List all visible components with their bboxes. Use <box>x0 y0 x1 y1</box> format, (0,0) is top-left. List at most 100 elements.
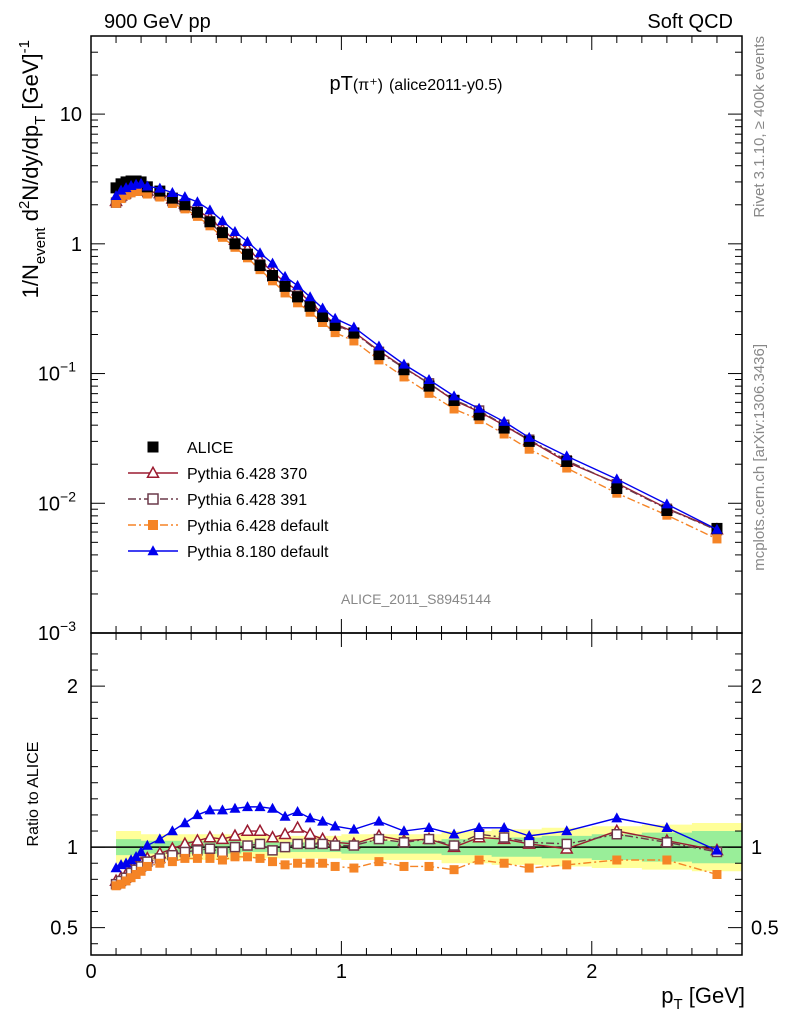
data-point <box>111 198 121 208</box>
ratio-point <box>398 825 410 836</box>
x-tick-label: 1 <box>336 961 347 983</box>
ratio-point <box>268 857 278 867</box>
ratio-tick-label-left: 1 <box>67 837 78 859</box>
ratio-point <box>217 846 228 858</box>
ratio-point <box>230 852 240 862</box>
ratio-point <box>180 853 190 863</box>
ratio-point <box>473 822 485 833</box>
ratio-point <box>290 820 305 833</box>
ratio-y-axis-label: Ratio to ALICE <box>25 742 42 847</box>
data-point <box>131 186 141 196</box>
ratio-point <box>192 845 203 856</box>
ratio-tick-label-left: 2 <box>67 676 78 698</box>
ratio-point <box>523 830 535 841</box>
ratio-tick-label-left: 0.5 <box>50 918 78 940</box>
ratio-point <box>373 815 385 826</box>
data-point <box>115 184 127 195</box>
data-point <box>216 215 228 226</box>
ratio-tick-label-right: 1 <box>751 837 762 859</box>
y-tick-label: 10 <box>60 104 82 126</box>
ratio-point <box>141 839 153 850</box>
plot-title-tag: (alice2011-y0.5) <box>389 77 503 94</box>
ratio-point <box>111 881 121 891</box>
data-point <box>216 227 228 239</box>
series-line-main <box>115 190 718 540</box>
ratio-point <box>110 862 122 873</box>
legend-item: ALICE <box>147 440 233 457</box>
ratio-point <box>329 820 341 831</box>
data-point <box>141 180 153 191</box>
ratio-point <box>329 840 341 851</box>
data-point <box>448 390 460 401</box>
ratio-point <box>423 833 435 845</box>
ratio-point <box>304 838 316 850</box>
data-point <box>204 216 216 228</box>
data-point <box>524 444 534 454</box>
y-axis-label: 1/Nevent d2N/dy/dpT [GeV]-1 <box>16 40 49 298</box>
ratio-tick-label-right: 2 <box>751 676 762 698</box>
analysis-id: ALICE_2011_S8945144 <box>341 591 491 607</box>
ratio-point <box>254 838 266 850</box>
data-point <box>449 404 459 414</box>
data-point <box>154 182 166 193</box>
ratio-panel-frame <box>90 632 743 956</box>
ratio-point <box>303 826 317 840</box>
data-point <box>348 321 360 332</box>
data-point <box>121 190 131 200</box>
ratio-point <box>373 833 385 845</box>
data-point <box>279 270 291 281</box>
ratio-point <box>524 863 534 873</box>
ratio-point <box>216 804 228 815</box>
ratio-point <box>120 857 132 868</box>
ratio-point <box>293 858 303 868</box>
ratio-point <box>267 802 279 813</box>
data-point <box>348 327 360 339</box>
ratio-point <box>424 861 434 871</box>
data-point <box>318 317 328 327</box>
ratio-tick-label-right: 0.5 <box>751 918 779 940</box>
data-point <box>305 307 315 317</box>
ratio-point <box>330 861 340 871</box>
ratio-point <box>399 861 409 871</box>
data-point <box>349 336 359 346</box>
ratio-point <box>348 840 360 851</box>
ratio-point <box>253 823 267 837</box>
ratio-point <box>203 830 217 843</box>
ratio-point <box>116 879 126 889</box>
ratio-point <box>278 826 292 840</box>
data-point <box>179 191 191 202</box>
data-point <box>166 187 178 198</box>
ratio-point <box>121 876 131 886</box>
ratio-point <box>305 858 315 868</box>
ratio-point <box>561 838 572 850</box>
ratio-point <box>317 815 329 826</box>
ratio-point <box>279 841 291 853</box>
ratio-point <box>241 801 253 812</box>
legend-item: Pythia 6.428 default <box>128 518 329 535</box>
ratio-point <box>205 853 215 863</box>
plot-title-particle: (π⁺) <box>353 77 383 94</box>
data-point <box>142 189 152 199</box>
ratio-point <box>265 830 280 843</box>
data-point <box>661 504 673 516</box>
ratio-point <box>304 812 316 823</box>
data-point <box>191 196 203 207</box>
data-point <box>711 523 723 534</box>
ratio-point <box>374 857 384 867</box>
legend-label: Pythia 6.428 default <box>187 518 329 535</box>
legend-label: ALICE <box>187 440 233 457</box>
data-point <box>267 269 279 281</box>
y-tick-label: 1 <box>71 234 82 256</box>
ratio-point <box>267 845 278 856</box>
data-point <box>473 402 485 413</box>
ratio-point <box>229 841 241 853</box>
side-label-top: Rivet 3.1.10, ≥ 400k events <box>751 36 768 218</box>
data-point <box>523 431 535 442</box>
ratio-point <box>711 844 723 855</box>
header-right: Soft QCD <box>647 11 733 33</box>
data-point <box>498 415 510 426</box>
ratio-point <box>499 858 509 868</box>
data-point <box>562 463 572 473</box>
data-point <box>473 409 485 421</box>
ratio-point <box>228 828 242 841</box>
